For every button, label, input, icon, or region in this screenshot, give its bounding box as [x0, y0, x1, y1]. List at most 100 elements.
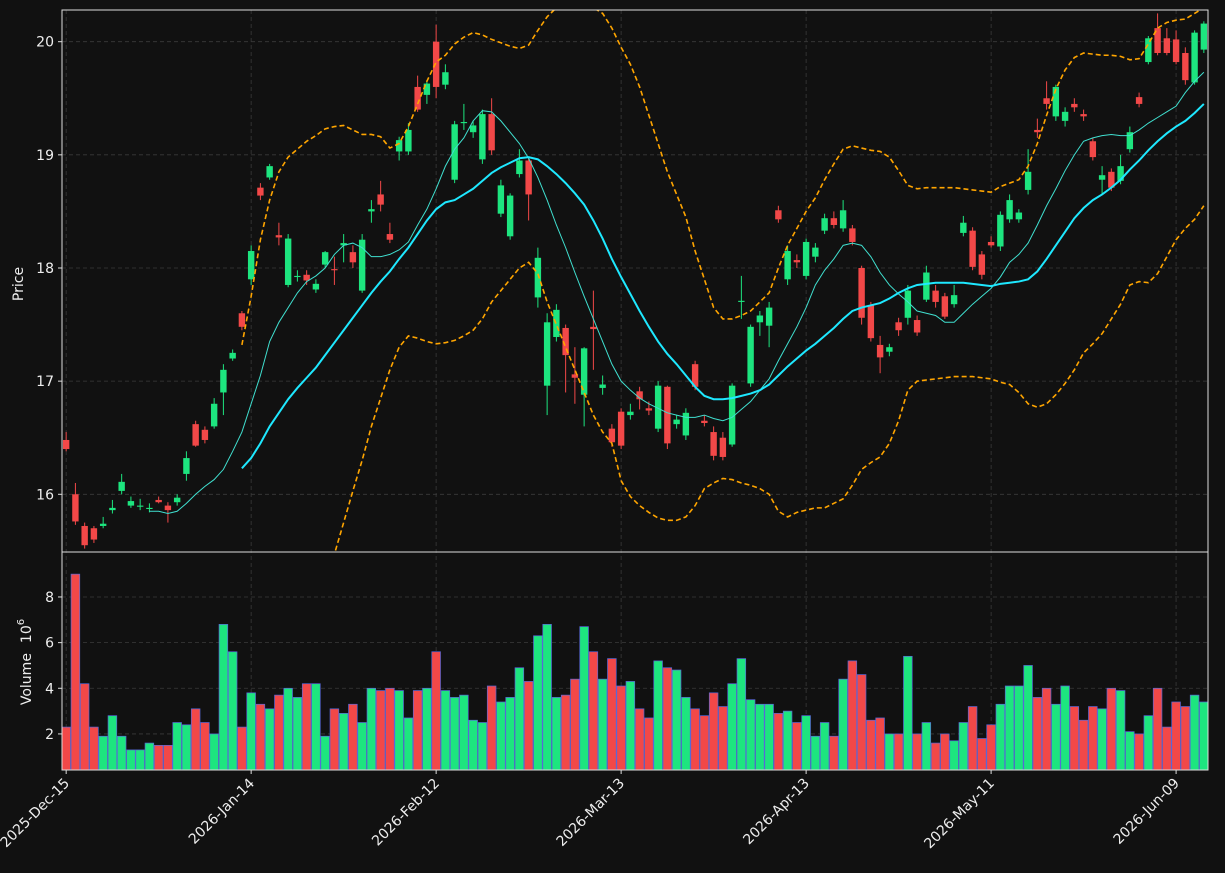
volume-bar	[736, 658, 747, 770]
volume-bar	[412, 690, 423, 770]
candle-body	[72, 494, 79, 522]
candle-body	[719, 437, 727, 457]
volume-tick-label: 8	[45, 590, 54, 606]
candle-body	[201, 429, 209, 440]
candle-body	[460, 122, 468, 124]
volume-bar	[486, 685, 497, 770]
candle-body	[886, 347, 893, 352]
y-axis-label: Price	[11, 267, 27, 301]
candle-body	[858, 267, 865, 318]
candle-body	[1024, 171, 1032, 190]
volume-bar	[773, 713, 784, 770]
candle-body	[368, 209, 375, 212]
candle-body	[534, 257, 542, 298]
volume-bar	[838, 678, 848, 770]
volume-bar	[200, 722, 210, 770]
candle-body	[1182, 52, 1189, 81]
candle-body	[747, 326, 754, 384]
candle-body	[941, 296, 949, 317]
volume-bar	[348, 703, 358, 770]
volume-bar	[394, 690, 404, 770]
x-tick-label: 2026-Mar-13	[554, 776, 628, 850]
candle-body	[1200, 23, 1208, 50]
y-tick-label: 20	[36, 35, 54, 51]
candle-body	[479, 114, 486, 160]
candle-body	[506, 195, 514, 237]
volume-bar	[995, 703, 1006, 770]
candle-body	[765, 307, 773, 326]
candle-body	[423, 83, 431, 95]
candle-body	[1163, 38, 1171, 53]
volume-bar	[274, 694, 284, 770]
volume-bar	[764, 703, 774, 770]
candle-body	[950, 295, 958, 305]
candle-body	[673, 419, 680, 425]
volume-bar	[163, 744, 173, 770]
candle-body	[1034, 129, 1041, 133]
volume-bars	[62, 573, 1208, 770]
candle-body	[210, 403, 218, 427]
candle-body	[710, 432, 717, 456]
volume-bar	[1097, 708, 1107, 770]
y-tick-label: 17	[36, 374, 54, 390]
volume-bar	[440, 690, 451, 770]
volume-bar	[403, 717, 414, 770]
volume-bar	[616, 685, 626, 770]
candle-body	[691, 364, 699, 387]
candle-body	[876, 344, 884, 358]
candle-body	[525, 160, 532, 195]
candle-body	[109, 507, 116, 511]
volume-bar	[718, 706, 728, 770]
candle-body	[331, 269, 338, 271]
candle-body	[1071, 103, 1078, 108]
candle-body	[414, 86, 421, 110]
candle-body	[562, 327, 569, 356]
candle-body	[608, 428, 616, 443]
volume-bar	[227, 651, 238, 770]
candle-body	[895, 322, 902, 331]
volume-bar	[755, 703, 765, 770]
volume-bar	[1069, 706, 1080, 770]
candle-body	[229, 352, 236, 359]
volume-bar	[1051, 703, 1061, 770]
candle-body	[590, 326, 597, 330]
volume-bar	[792, 722, 802, 770]
volume-bar	[1023, 665, 1033, 770]
volume-axis-label: Volume 106	[16, 619, 35, 705]
moving-average	[149, 71, 1205, 515]
volume-bar	[209, 733, 219, 770]
candle-body	[432, 41, 440, 87]
candle-body	[636, 391, 643, 400]
candle-body	[284, 238, 292, 285]
volume-bar	[1060, 685, 1070, 770]
volume-bar	[135, 749, 145, 770]
candle-body	[571, 374, 579, 378]
volume-bar	[431, 651, 441, 770]
candle-body	[738, 300, 745, 302]
candle-body	[1061, 111, 1069, 121]
volume-bar	[533, 635, 543, 770]
volume-bar	[597, 678, 608, 770]
candle-body	[62, 439, 70, 450]
volume-bar	[385, 687, 395, 770]
volume-bar	[246, 692, 256, 770]
candle-body	[627, 411, 634, 416]
candle-body	[1126, 132, 1134, 150]
candle-body	[849, 228, 856, 242]
volume-bar	[727, 683, 737, 770]
volume-bar	[357, 722, 367, 770]
volume-bar	[1078, 719, 1089, 770]
moving-average	[241, 103, 1205, 469]
volume-bar	[579, 626, 589, 770]
candle-body	[1043, 98, 1050, 104]
volume-bar	[875, 717, 885, 770]
volume-bar	[320, 735, 330, 770]
volume-bar	[967, 706, 978, 770]
volume-bar	[1014, 685, 1024, 770]
x-tick-label: 2026-Apr-13	[740, 776, 813, 849]
candle-body	[321, 252, 329, 265]
bollinger-band	[241, 10, 1202, 346]
volume-bar	[625, 681, 636, 770]
candle-body	[645, 408, 653, 411]
volume-bar	[903, 655, 913, 770]
